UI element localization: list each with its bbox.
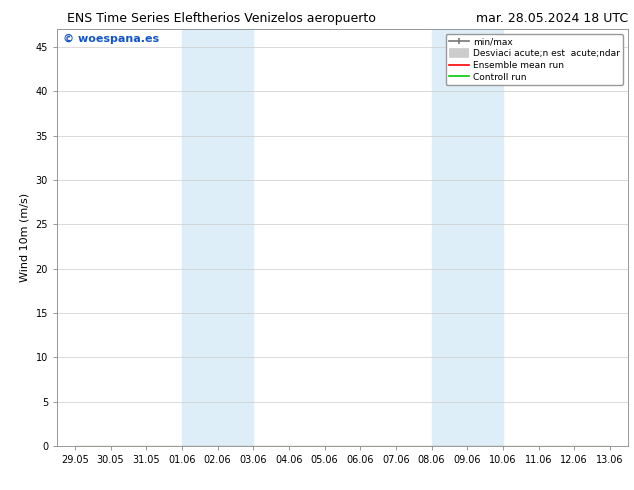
- Y-axis label: Wind 10m (m/s): Wind 10m (m/s): [20, 193, 30, 282]
- Text: mar. 28.05.2024 18 UTC: mar. 28.05.2024 18 UTC: [476, 12, 628, 25]
- Text: ENS Time Series Eleftherios Venizelos aeropuerto: ENS Time Series Eleftherios Venizelos ae…: [67, 12, 377, 25]
- Bar: [432, 29, 503, 446]
- Legend: min/max, Desviaci acute;n est  acute;ndar, Ensemble mean run, Controll run: min/max, Desviaci acute;n est acute;ndar…: [446, 34, 623, 85]
- Bar: [182, 29, 253, 446]
- Text: © woespana.es: © woespana.es: [63, 34, 159, 44]
